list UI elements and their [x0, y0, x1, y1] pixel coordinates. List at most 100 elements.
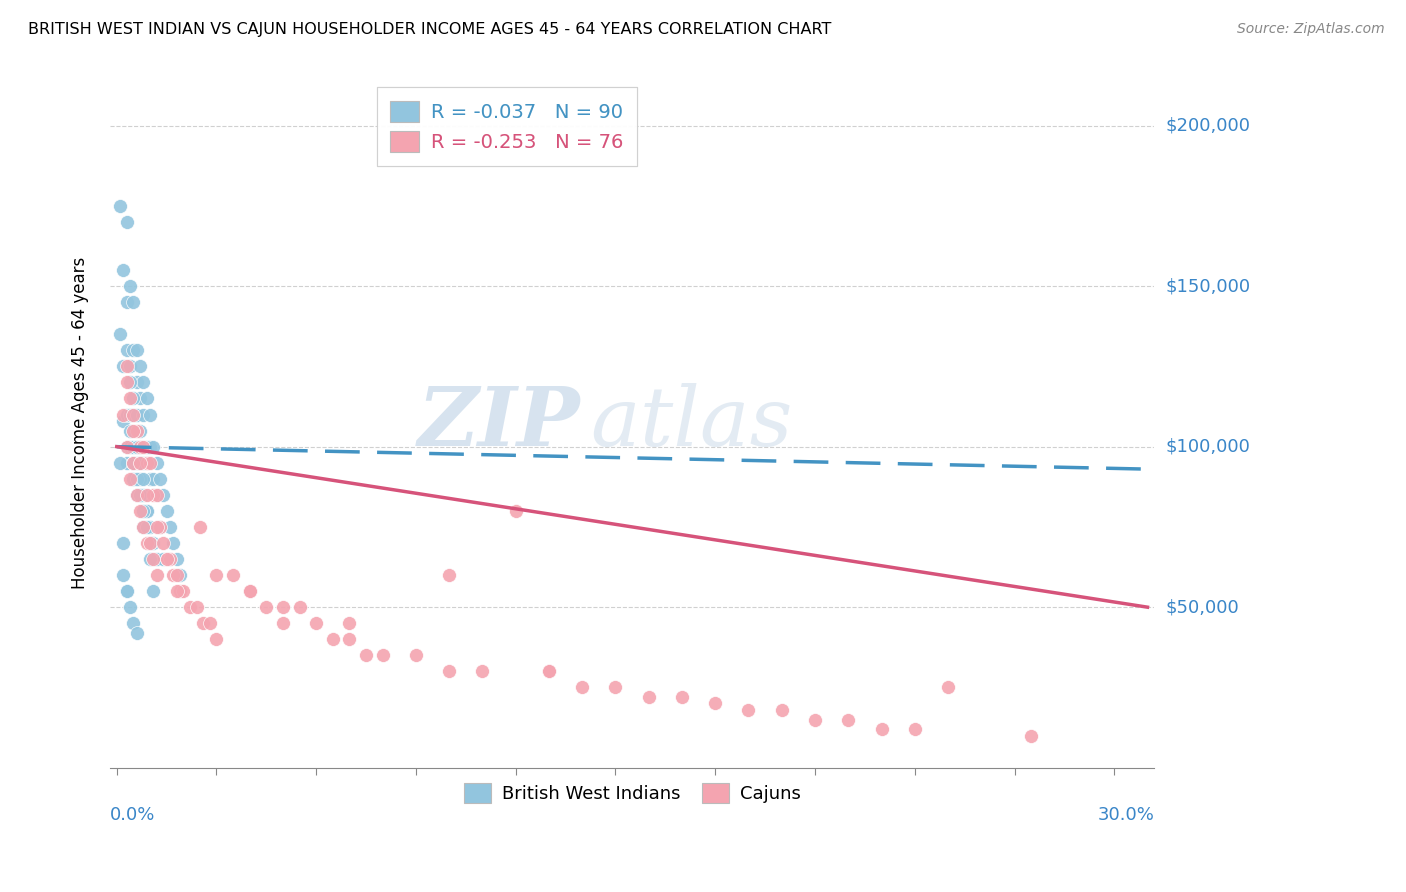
British West Indians: [125, 472, 148, 486]
British West Indians: [118, 359, 141, 374]
Cajuns: [145, 568, 167, 582]
Cajuns: [129, 440, 152, 454]
British West Indians: [149, 520, 172, 534]
British West Indians: [118, 279, 141, 293]
British West Indians: [132, 376, 155, 390]
Cajuns: [571, 681, 593, 695]
Cajuns: [159, 552, 181, 566]
British West Indians: [125, 456, 148, 470]
Cajuns: [179, 600, 201, 615]
Cajuns: [122, 424, 145, 438]
Cajuns: [139, 536, 162, 550]
British West Indians: [129, 440, 152, 454]
Cajuns: [166, 584, 188, 599]
British West Indians: [115, 343, 138, 358]
Cajuns: [155, 552, 177, 566]
Cajuns: [172, 584, 194, 599]
Cajuns: [339, 632, 361, 647]
Cajuns: [737, 703, 759, 717]
Text: $150,000: $150,000: [1166, 277, 1250, 295]
British West Indians: [132, 408, 155, 422]
Cajuns: [222, 568, 245, 582]
Cajuns: [505, 504, 527, 518]
Text: Source: ZipAtlas.com: Source: ZipAtlas.com: [1237, 22, 1385, 37]
British West Indians: [139, 408, 162, 422]
Cajuns: [155, 552, 177, 566]
British West Indians: [108, 327, 131, 342]
British West Indians: [139, 520, 162, 534]
British West Indians: [112, 568, 135, 582]
Cajuns: [354, 648, 377, 663]
British West Indians: [112, 414, 135, 428]
British West Indians: [135, 504, 157, 518]
British West Indians: [132, 488, 155, 502]
British West Indians: [115, 215, 138, 229]
Cajuns: [118, 472, 141, 486]
Text: $50,000: $50,000: [1166, 599, 1239, 616]
British West Indians: [152, 488, 174, 502]
Cajuns: [132, 440, 155, 454]
British West Indians: [122, 456, 145, 470]
British West Indians: [142, 584, 165, 599]
Cajuns: [837, 713, 859, 727]
Cajuns: [704, 697, 727, 711]
British West Indians: [115, 408, 138, 422]
British West Indians: [125, 343, 148, 358]
Cajuns: [537, 665, 560, 679]
British West Indians: [129, 440, 152, 454]
Cajuns: [1019, 729, 1042, 743]
British West Indians: [135, 520, 157, 534]
Cajuns: [166, 568, 188, 582]
Cajuns: [239, 584, 262, 599]
British West Indians: [129, 488, 152, 502]
Cajuns: [122, 408, 145, 422]
British West Indians: [125, 472, 148, 486]
Cajuns: [118, 392, 141, 406]
British West Indians: [152, 552, 174, 566]
British West Indians: [132, 472, 155, 486]
Cajuns: [142, 488, 165, 502]
Cajuns: [804, 713, 827, 727]
Cajuns: [371, 648, 394, 663]
Text: 0.0%: 0.0%: [110, 805, 156, 823]
British West Indians: [118, 408, 141, 422]
Text: atlas: atlas: [591, 383, 793, 463]
Cajuns: [145, 520, 167, 534]
British West Indians: [108, 199, 131, 213]
British West Indians: [129, 424, 152, 438]
Cajuns: [186, 600, 208, 615]
Cajuns: [870, 722, 893, 736]
British West Indians: [129, 456, 152, 470]
British West Indians: [115, 584, 138, 599]
British West Indians: [118, 424, 141, 438]
British West Indians: [118, 376, 141, 390]
British West Indians: [112, 536, 135, 550]
Cajuns: [239, 584, 262, 599]
British West Indians: [159, 520, 181, 534]
Cajuns: [936, 681, 959, 695]
Cajuns: [254, 600, 277, 615]
British West Indians: [145, 552, 167, 566]
Cajuns: [115, 440, 138, 454]
Cajuns: [205, 632, 228, 647]
British West Indians: [122, 440, 145, 454]
British West Indians: [145, 488, 167, 502]
Cajuns: [305, 616, 328, 631]
British West Indians: [122, 472, 145, 486]
Cajuns: [139, 456, 162, 470]
Text: $200,000: $200,000: [1166, 117, 1250, 135]
Text: ZIP: ZIP: [418, 383, 579, 463]
British West Indians: [142, 440, 165, 454]
Cajuns: [188, 520, 211, 534]
British West Indians: [129, 488, 152, 502]
Cajuns: [770, 703, 793, 717]
Cajuns: [671, 690, 693, 704]
British West Indians: [129, 456, 152, 470]
British West Indians: [112, 359, 135, 374]
British West Indians: [139, 552, 162, 566]
Cajuns: [439, 665, 461, 679]
Text: $100,000: $100,000: [1166, 438, 1250, 456]
British West Indians: [132, 504, 155, 518]
Cajuns: [439, 568, 461, 582]
British West Indians: [139, 472, 162, 486]
